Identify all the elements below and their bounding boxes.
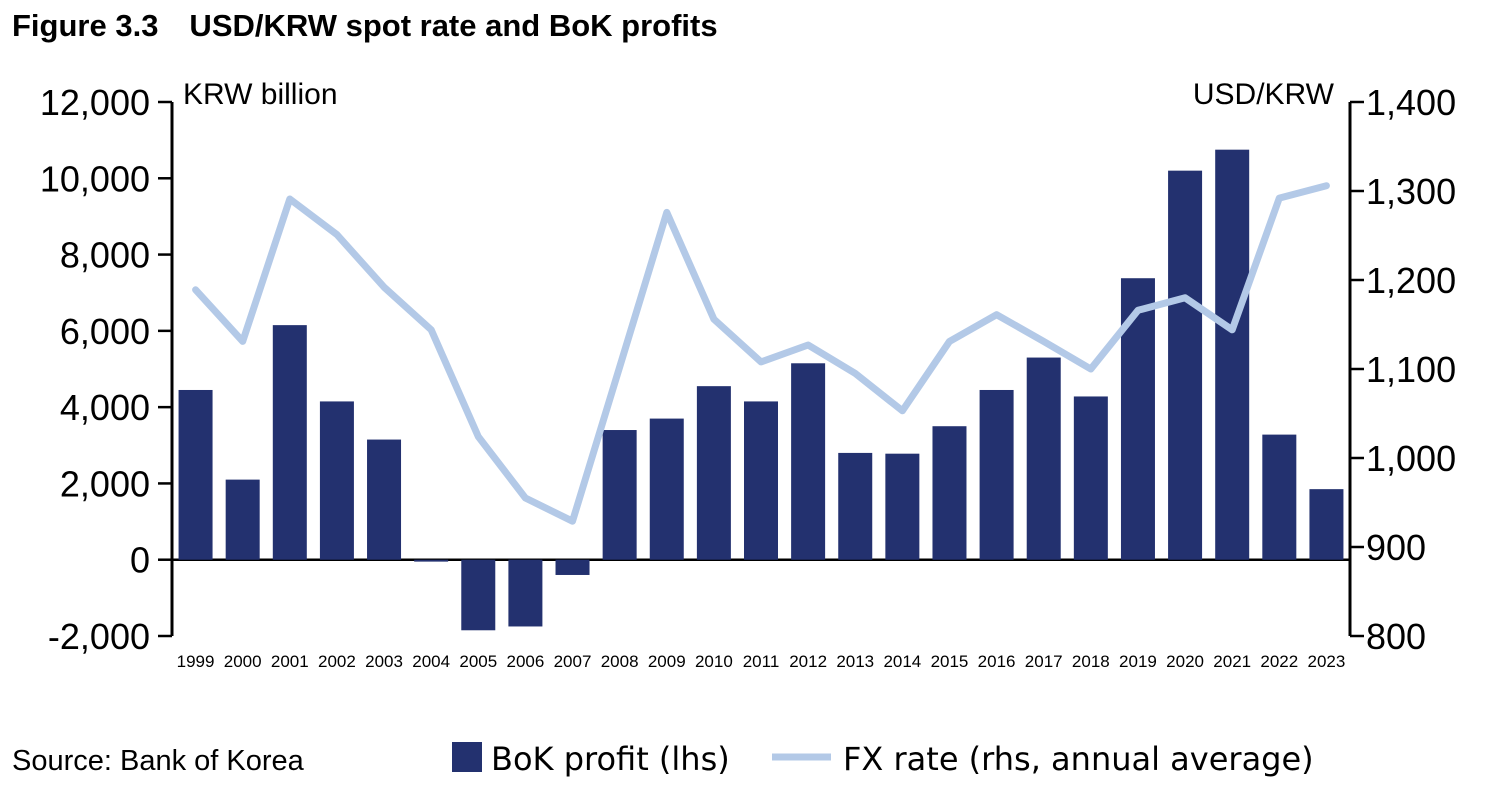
source-note: Source: Bank of Korea bbox=[12, 745, 305, 777]
bar-2000 bbox=[225, 479, 260, 560]
category-label-2020: 2020 bbox=[1166, 652, 1204, 671]
bar-2021 bbox=[1215, 149, 1250, 560]
category-label-2007: 2007 bbox=[554, 652, 592, 671]
bar-2018 bbox=[1073, 396, 1108, 560]
left-tick-label: 4,000 bbox=[60, 387, 150, 428]
category-label-2010: 2010 bbox=[695, 652, 733, 671]
bar-2014 bbox=[885, 453, 920, 560]
category-label-2011: 2011 bbox=[743, 652, 780, 671]
bar-2004 bbox=[414, 559, 449, 562]
right-tick-label: 1,400 bbox=[1366, 82, 1456, 123]
category-label-2016: 2016 bbox=[978, 652, 1016, 671]
category-label-2004: 2004 bbox=[412, 652, 450, 671]
bar-2006 bbox=[508, 559, 543, 627]
right-tick-label: 800 bbox=[1366, 616, 1426, 657]
category-label-2009: 2009 bbox=[648, 652, 686, 671]
left-axis-unit-label: KRW billion bbox=[183, 78, 338, 111]
bar-2007 bbox=[555, 559, 590, 575]
right-tick-label: 1,000 bbox=[1366, 438, 1456, 479]
line-series bbox=[192, 182, 1330, 525]
bar-2012 bbox=[791, 363, 826, 560]
left-tick-label: -2,000 bbox=[48, 616, 150, 657]
legend: BoK profit (lhs) FX rate (rhs, annual av… bbox=[452, 740, 1314, 778]
category-label-2002: 2002 bbox=[318, 652, 356, 671]
right-tick-label: 1,200 bbox=[1366, 260, 1456, 301]
bar-2003 bbox=[367, 439, 402, 560]
bar-1999 bbox=[178, 389, 213, 560]
right-tick-label: 1,300 bbox=[1366, 171, 1456, 212]
left-tick-label: 8,000 bbox=[60, 235, 150, 276]
category-label-2001: 2001 bbox=[271, 652, 309, 671]
category-label-2012: 2012 bbox=[789, 652, 827, 671]
right-tick-label: 900 bbox=[1366, 527, 1426, 568]
category-label-2017: 2017 bbox=[1025, 652, 1063, 671]
category-label-2008: 2008 bbox=[601, 652, 639, 671]
bar-series bbox=[178, 149, 1344, 631]
bar-2015 bbox=[932, 426, 967, 560]
bar-2013 bbox=[838, 452, 873, 560]
bar-2002 bbox=[319, 401, 354, 560]
legend-bar-swatch bbox=[452, 742, 482, 772]
category-label-2005: 2005 bbox=[459, 652, 497, 671]
left-tick-label: 6,000 bbox=[60, 311, 150, 352]
left-tick-label: 2,000 bbox=[60, 463, 150, 504]
category-label-2019: 2019 bbox=[1119, 652, 1157, 671]
category-label-1999: 1999 bbox=[177, 652, 215, 671]
bar-2001 bbox=[272, 325, 307, 560]
bar-2005 bbox=[461, 559, 496, 631]
bar-2008 bbox=[602, 430, 637, 560]
category-label-2021: 2021 bbox=[1213, 652, 1251, 671]
tick-labels: -2,000 0 2,000 4,000 6,000 8,000 10,000 12,000 8… bbox=[40, 82, 1456, 671]
bar-2020 bbox=[1168, 170, 1203, 560]
category-label-2014: 2014 bbox=[883, 652, 921, 671]
legend-bar-label: BoK profit (lhs) bbox=[491, 740, 730, 778]
left-tick-label: 12,000 bbox=[40, 82, 150, 123]
category-label-2006: 2006 bbox=[506, 652, 544, 671]
bar-2009 bbox=[649, 418, 684, 560]
category-label-2013: 2013 bbox=[836, 652, 874, 671]
category-label-2018: 2018 bbox=[1072, 652, 1110, 671]
category-label-2023: 2023 bbox=[1308, 652, 1346, 671]
bar-2017 bbox=[1026, 357, 1061, 560]
bar-2011 bbox=[744, 401, 778, 560]
bar-2016 bbox=[979, 389, 1014, 560]
right-tick-label: 1,100 bbox=[1366, 349, 1456, 390]
right-axis-unit-label: USD/KRW bbox=[1193, 78, 1335, 111]
legend-line-label: FX rate (rhs, annual average) bbox=[843, 740, 1314, 778]
bar-2023 bbox=[1309, 489, 1344, 560]
category-label-2022: 2022 bbox=[1260, 652, 1298, 671]
category-label-2015: 2015 bbox=[931, 652, 969, 671]
left-tick-label: 10,000 bbox=[40, 158, 150, 199]
bar-2010 bbox=[696, 386, 731, 560]
fx-rate-line bbox=[192, 182, 1330, 525]
chart-title: Figure 3.3 USD/KRW spot rate and BoK pro… bbox=[12, 8, 718, 43]
left-tick-label: 0 bbox=[130, 540, 150, 581]
category-label-2003: 2003 bbox=[365, 652, 403, 671]
bar-2022 bbox=[1262, 434, 1297, 560]
category-label-2000: 2000 bbox=[224, 652, 262, 671]
